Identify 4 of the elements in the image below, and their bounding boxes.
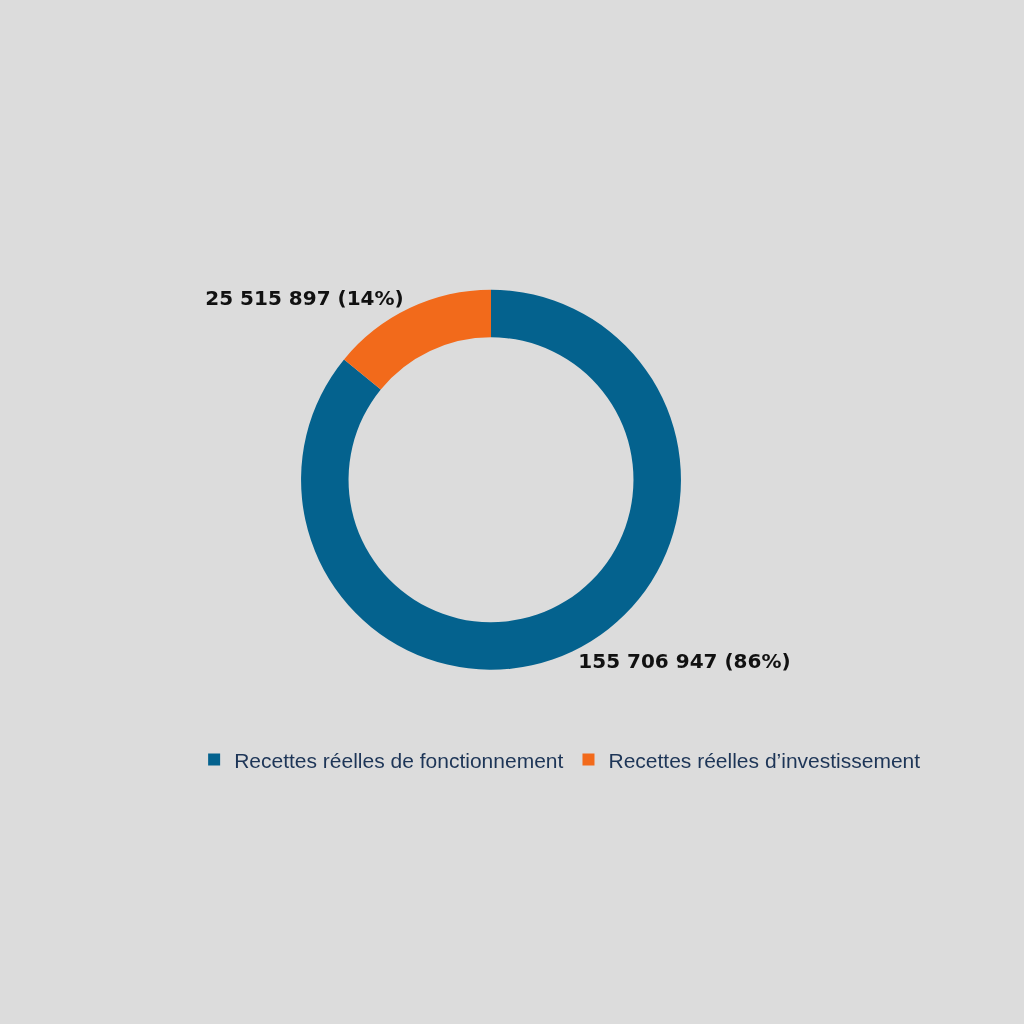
data-label: 155 706 947 (86%): [578, 649, 791, 674]
legend-label: Recettes réelles de fonctionnement: [234, 748, 564, 772]
data-label: 25 515 897 (14%): [205, 286, 404, 311]
legend-label: Recettes réelles d’investissement: [608, 748, 921, 772]
